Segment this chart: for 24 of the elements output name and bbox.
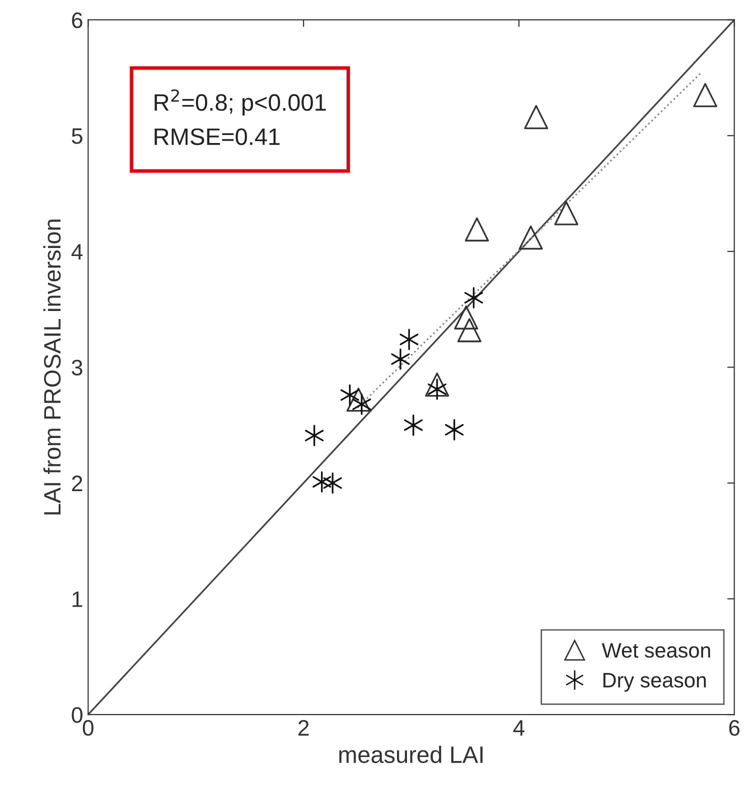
point bbox=[464, 217, 489, 242]
point bbox=[346, 388, 370, 412]
annotation: R$^{2}$=0.8; p<0.001 RMSE=0.41 bbox=[154, 89, 326, 146]
point bbox=[554, 201, 578, 226]
y-tick-label: 6 bbox=[72, 12, 82, 28]
point bbox=[693, 83, 718, 108]
y-tick-label: 2 bbox=[72, 476, 82, 492]
y-tick-label: 3 bbox=[72, 360, 82, 376]
point bbox=[425, 372, 450, 397]
x-axis-title: measured LAI bbox=[339, 746, 483, 764]
point bbox=[454, 305, 478, 330]
point bbox=[518, 226, 543, 250]
legend-label: Wet season bbox=[602, 643, 710, 658]
point bbox=[457, 318, 482, 342]
x-tick-label: 0 bbox=[82, 720, 94, 736]
point bbox=[524, 105, 548, 130]
y-tick-label: 4 bbox=[71, 244, 83, 260]
y-tick-label: 1 bbox=[72, 592, 82, 607]
y-tick-label: 0 bbox=[72, 707, 82, 723]
x-tick-label: 4 bbox=[513, 720, 524, 736]
y-axis-title: LAI from PROSAIL inversion bbox=[43, 220, 61, 514]
x-tick-label: 2 bbox=[298, 720, 309, 736]
x-tick-label: 6 bbox=[729, 720, 740, 736]
y-tick-label: 5 bbox=[72, 128, 82, 144]
